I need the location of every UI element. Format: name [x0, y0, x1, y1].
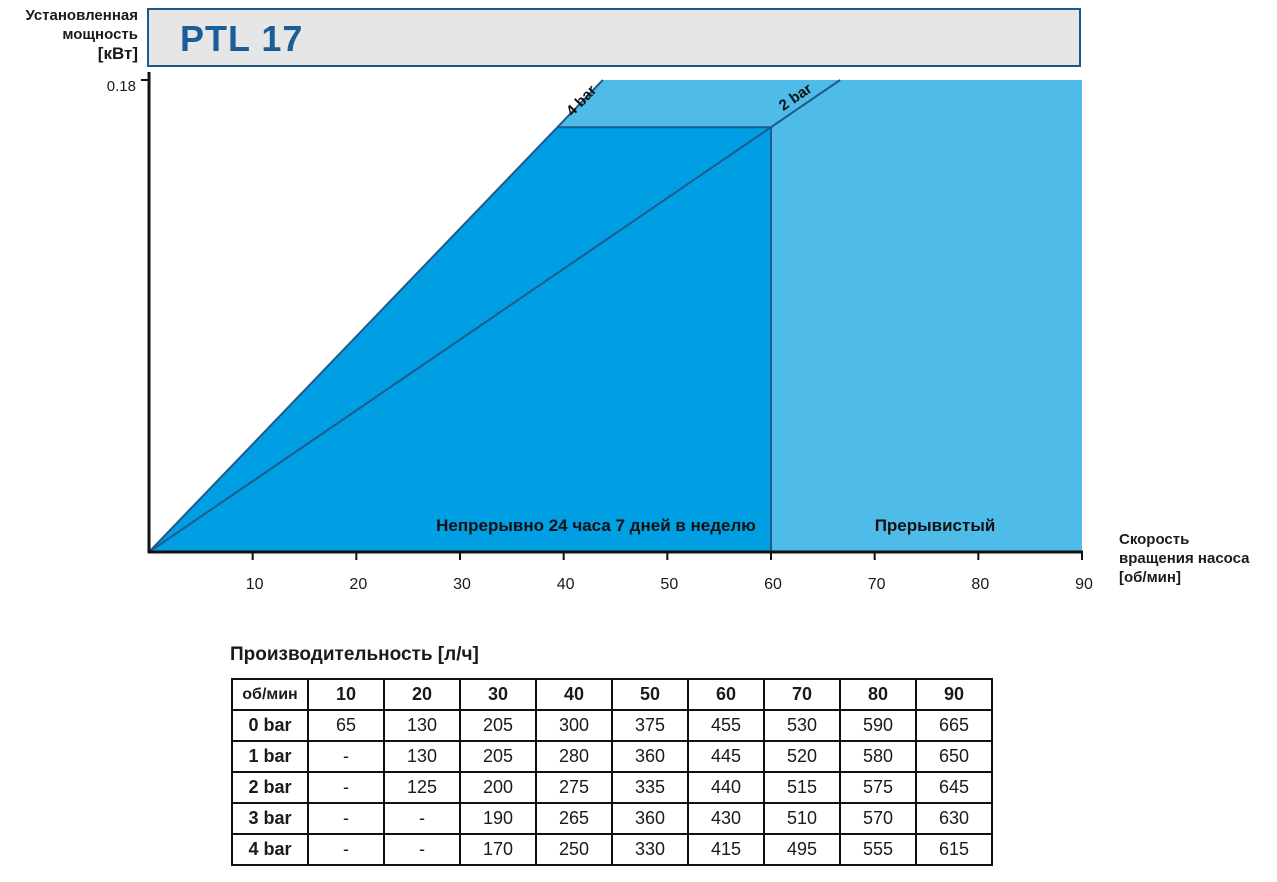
table-cell: 130 — [383, 740, 461, 773]
table-cell: 360 — [611, 802, 689, 835]
table-cell: 515 — [763, 771, 841, 804]
table-cell: 335 — [611, 771, 689, 804]
table-cell: 575 — [839, 771, 917, 804]
table-cell: 190 — [459, 802, 537, 835]
table-cell: 510 — [763, 802, 841, 835]
table-cell: - — [307, 771, 385, 804]
table-cell: - — [307, 833, 385, 866]
table-cell: 555 — [839, 833, 917, 866]
x-tick-label: 90 — [1075, 576, 1093, 593]
table-cell: - — [383, 802, 461, 835]
table-cell: 360 — [611, 740, 689, 773]
region-label-intermittent: Прерывистый — [875, 516, 996, 535]
table-cell: 375 — [611, 709, 689, 742]
x-tick-label: 60 — [764, 576, 782, 593]
series-line-2-bar — [148, 79, 841, 553]
table-cell: 630 — [915, 802, 993, 835]
table-cell: 130 — [383, 709, 461, 742]
table-column-header: 50 — [611, 678, 689, 711]
table-cell: 645 — [915, 771, 993, 804]
table-cell: 615 — [915, 833, 993, 866]
table-cell: 275 — [535, 771, 613, 804]
table-row-label: 2 bar — [231, 771, 309, 804]
y-axis-label-line1: Установленная — [25, 7, 138, 24]
chart-title: PTL 17 — [180, 18, 304, 59]
x-axis-label-line1: Скорость — [1119, 531, 1190, 548]
x-tick-label: 10 — [246, 576, 264, 593]
x-axis-label-line3: [об/мин] — [1119, 569, 1181, 586]
table-row: 2 bar -125 200 275 335 440 515 575 645 — [231, 771, 993, 804]
performance-table: об/мин 10 20 30 40 50 60 70 80 90 0 bar 65 130 205 3… — [231, 678, 993, 866]
table-column-header: 60 — [687, 678, 765, 711]
y-axis-label: Установленная мощность [кВт] — [4, 6, 138, 63]
table-column-header: 40 — [535, 678, 613, 711]
chart-title-box: PTL 17 — [147, 8, 1081, 67]
x-tick-label: 40 — [557, 576, 575, 593]
table-cell: 495 — [763, 833, 841, 866]
x-axis-label: Скорость вращения насоса [об/мин] — [1119, 530, 1250, 587]
table-row-label: 4 bar — [231, 833, 309, 866]
table-header-row: об/мин 10 20 30 40 50 60 70 80 90 — [231, 678, 993, 711]
table-column-header: 20 — [383, 678, 461, 711]
table-column-header: 90 — [915, 678, 993, 711]
table-cell: 665 — [915, 709, 993, 742]
table-row-label: 3 bar — [231, 802, 309, 835]
series-line-4-bar — [148, 79, 604, 553]
table-cell: 570 — [839, 802, 917, 835]
table-row-label: 0 bar — [231, 709, 309, 742]
table-row-label: 1 bar — [231, 740, 309, 773]
table-cell: 265 — [535, 802, 613, 835]
table-cell: 590 — [839, 709, 917, 742]
table-cell: - — [307, 740, 385, 773]
table-row: 4 bar - -170 250 330 415 495 555 615 — [231, 833, 993, 866]
table-cell: 650 — [915, 740, 993, 773]
y-axis-label-line2: мощность — [62, 26, 138, 43]
table-cell: 300 — [535, 709, 613, 742]
intermittent-region — [557, 80, 1082, 552]
table-cell: 580 — [839, 740, 917, 773]
table-column-header: 30 — [459, 678, 537, 711]
table-cell: 430 — [687, 802, 765, 835]
table-column-header: 10 — [307, 678, 385, 711]
table-cell: - — [383, 833, 461, 866]
x-axis-label-line2: вращения насоса — [1119, 550, 1250, 567]
table-cell: - — [307, 802, 385, 835]
table-cell: 415 — [687, 833, 765, 866]
x-tick-label: 50 — [660, 576, 678, 593]
table-cell: 280 — [535, 740, 613, 773]
region-label-continuous: Непрерывно 24 часа 7 дней в неделю — [436, 516, 756, 535]
table-cell: 170 — [459, 833, 537, 866]
table-column-header: 80 — [839, 678, 917, 711]
table-cell: 205 — [459, 709, 537, 742]
table-cell: 125 — [383, 771, 461, 804]
x-tick-label: 70 — [868, 576, 886, 593]
table-cell: 530 — [763, 709, 841, 742]
table-cell: 520 — [763, 740, 841, 773]
x-tick-label: 80 — [971, 576, 989, 593]
table-cell: 250 — [535, 833, 613, 866]
table-cell: 65 — [307, 709, 385, 742]
y-axis-label-unit: [кВт] — [97, 44, 138, 63]
table-cell: 200 — [459, 771, 537, 804]
table-cell: 440 — [687, 771, 765, 804]
table-row: 0 bar 65 130 205 300 375 455 530 590 665 — [231, 709, 993, 742]
table-row: 3 bar - -190 265 360 430 510 570 630 — [231, 802, 993, 835]
y-tick-label: 0.18 — [106, 78, 136, 95]
table-column-header: 70 — [763, 678, 841, 711]
table-cell: 455 — [687, 709, 765, 742]
table-corner-cell: об/мин — [231, 678, 309, 711]
x-tick-label: 20 — [349, 576, 367, 593]
table-cell: 205 — [459, 740, 537, 773]
table-title: Производительность [л/ч] — [230, 644, 479, 665]
table-row: 1 bar -130 205 280 360 445 520 580 650 — [231, 740, 993, 773]
table-cell: 330 — [611, 833, 689, 866]
table-cell: 445 — [687, 740, 765, 773]
x-tick-label: 30 — [453, 576, 471, 593]
